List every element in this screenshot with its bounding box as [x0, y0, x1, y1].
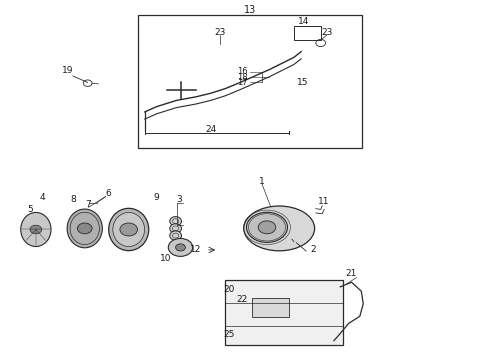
- Text: 23: 23: [214, 28, 225, 37]
- Bar: [294, 26, 321, 40]
- Text: 15: 15: [297, 78, 308, 87]
- Text: 17: 17: [237, 78, 248, 87]
- Text: 23: 23: [321, 28, 333, 37]
- Circle shape: [30, 225, 42, 234]
- Ellipse shape: [109, 208, 149, 251]
- Bar: [252, 298, 289, 318]
- Text: 4: 4: [39, 193, 45, 202]
- Text: 25: 25: [223, 330, 235, 339]
- Text: 19: 19: [62, 66, 74, 75]
- Ellipse shape: [170, 224, 181, 233]
- Text: 24: 24: [205, 125, 217, 134]
- Text: 22: 22: [237, 294, 247, 303]
- Text: 11: 11: [318, 197, 330, 206]
- Ellipse shape: [67, 209, 102, 248]
- Circle shape: [120, 223, 138, 236]
- Text: 13: 13: [244, 5, 256, 15]
- Ellipse shape: [244, 206, 315, 251]
- Text: 14: 14: [298, 17, 309, 26]
- Circle shape: [77, 223, 92, 234]
- Ellipse shape: [113, 212, 145, 247]
- Ellipse shape: [170, 217, 181, 226]
- Text: 16: 16: [237, 67, 248, 76]
- Text: 8: 8: [70, 195, 76, 204]
- Circle shape: [258, 221, 276, 234]
- Text: 5: 5: [27, 205, 33, 214]
- Text: 2: 2: [311, 246, 316, 255]
- Text: 9: 9: [153, 193, 159, 202]
- Text: 12: 12: [191, 246, 202, 255]
- Text: 21: 21: [346, 269, 357, 278]
- Circle shape: [175, 244, 185, 251]
- Text: 1: 1: [259, 177, 265, 186]
- Bar: [225, 280, 343, 345]
- Text: 6: 6: [105, 189, 111, 198]
- Circle shape: [168, 238, 193, 256]
- Text: 18: 18: [237, 73, 248, 82]
- Text: 3: 3: [176, 195, 182, 204]
- Ellipse shape: [21, 212, 51, 247]
- Text: 7: 7: [85, 200, 91, 209]
- Ellipse shape: [170, 231, 181, 240]
- Text: 20: 20: [223, 285, 235, 294]
- Bar: [138, 15, 362, 148]
- Text: 10: 10: [160, 255, 172, 264]
- Circle shape: [246, 212, 288, 242]
